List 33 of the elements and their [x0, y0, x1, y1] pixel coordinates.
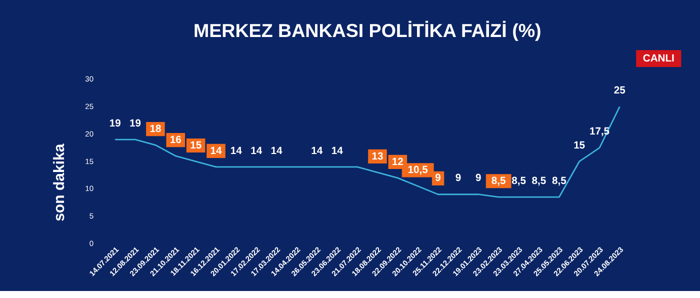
y-tick-label: 30 — [85, 74, 94, 84]
text: son dakika — [50, 143, 68, 222]
data-label: 8,5 — [552, 176, 567, 187]
data-label: 14 — [331, 146, 344, 157]
y-tick-label: 15 — [85, 156, 94, 166]
data-label: 8,5 — [512, 176, 526, 187]
data-label: 19 — [109, 118, 122, 130]
data-label: 12 — [392, 156, 404, 168]
chart-title: MERKEZ BANKASI POLİTİKA FAİZİ (%) — [193, 20, 542, 41]
data-label: 15 — [190, 140, 202, 152]
data-label: 16 — [170, 134, 182, 146]
data-label: 14 — [250, 146, 262, 157]
data-label: 18 — [150, 124, 162, 135]
text: CANLI — [642, 53, 675, 64]
data-label: 9 — [476, 173, 482, 184]
data-label: 9 — [435, 173, 442, 184]
y-tick-label: 25 — [85, 102, 94, 112]
data-label: 25 — [614, 86, 626, 97]
data-label: 13 — [372, 151, 384, 162]
data-label: 8,5 — [491, 176, 506, 187]
data-label: 9 — [455, 173, 462, 184]
y-tick-label: 20 — [85, 129, 94, 138]
y-tick-label: 5 — [89, 212, 94, 221]
data-label: 14 — [230, 146, 242, 157]
data-label: 19 — [130, 118, 142, 130]
data-label: 10,5 — [408, 164, 428, 176]
data-label: 14 — [270, 146, 283, 157]
data-label: 14 — [311, 146, 323, 157]
y-tick-label: 0 — [89, 239, 94, 248]
data-label: 14 — [210, 146, 222, 157]
data-label: 8,5 — [532, 176, 546, 187]
data-label: 15 — [574, 140, 586, 152]
y-tick-label: 10 — [85, 184, 94, 194]
